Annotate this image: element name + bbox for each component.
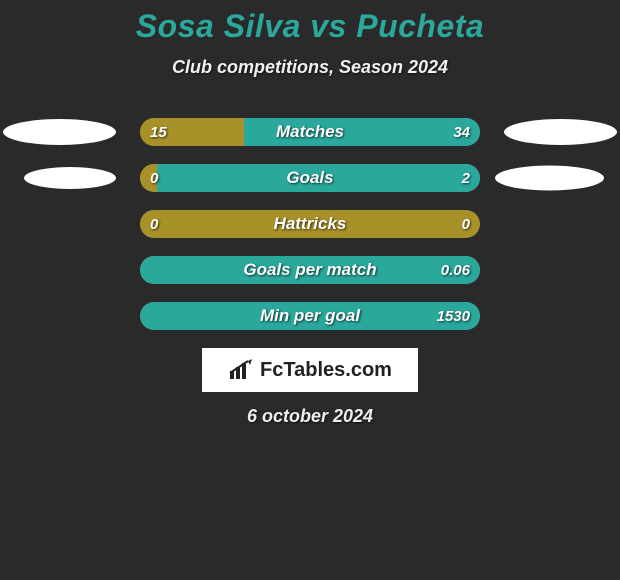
bar-segment-right	[140, 256, 480, 284]
stat-row: 02Goals	[0, 164, 620, 192]
stats-area: 1534Matches02Goals00Hattricks0.06Goals p…	[0, 118, 620, 330]
stat-value-right: 0	[462, 210, 470, 238]
logo-text: FcTables.com	[260, 359, 392, 382]
stat-row: 1534Matches	[0, 118, 620, 146]
stat-value-left: 0	[150, 164, 158, 192]
left-ellipse	[3, 119, 116, 145]
bar-track: 0 0Hattricks	[140, 210, 480, 238]
footer-date: 6 october 2024	[0, 406, 620, 427]
right-ellipse	[504, 119, 617, 145]
bar-segment-right	[244, 118, 480, 146]
comparison-infographic: Sosa Silva vs Pucheta Club competitions,…	[0, 0, 620, 427]
page-title: Sosa Silva vs Pucheta	[0, 8, 620, 45]
stat-value-right: 0.06	[441, 256, 470, 284]
logo-box: FcTables.com	[202, 348, 418, 392]
bar-track: 0.06Goals per match	[140, 256, 480, 284]
bar-track: 1534Matches	[140, 118, 480, 146]
chart-icon	[228, 359, 254, 381]
subtitle: Club competitions, Season 2024	[0, 57, 620, 78]
bar-track: 1530Min per goal	[140, 302, 480, 330]
bar-segment-right	[157, 164, 480, 192]
right-ellipse	[495, 166, 604, 191]
bar-segment-right	[140, 302, 480, 330]
left-ellipse	[24, 167, 116, 189]
stat-value-left: 15	[150, 118, 167, 146]
bar-track: 02Goals	[140, 164, 480, 192]
stat-value-left: 0	[150, 210, 158, 238]
stat-label: Hattricks	[140, 210, 480, 238]
stat-value-right: 2	[462, 164, 470, 192]
stat-row: 0 0Hattricks	[0, 210, 620, 238]
stat-row: 0.06Goals per match	[0, 256, 620, 284]
stat-value-right: 34	[453, 118, 470, 146]
stat-value-right: 1530	[437, 302, 470, 330]
stat-row: 1530Min per goal	[0, 302, 620, 330]
